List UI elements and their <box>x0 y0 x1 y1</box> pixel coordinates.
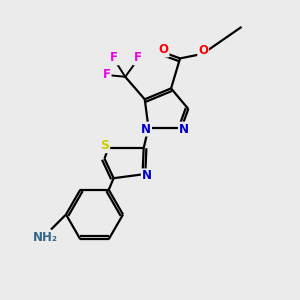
Text: N: N <box>142 169 152 182</box>
Text: N: N <box>179 122 189 136</box>
Text: F: F <box>103 68 111 81</box>
Text: N: N <box>141 122 151 136</box>
Text: O: O <box>159 44 169 56</box>
Text: NH₂: NH₂ <box>33 231 58 244</box>
Text: F: F <box>110 51 118 64</box>
Text: F: F <box>134 51 142 64</box>
Text: S: S <box>100 139 109 152</box>
Text: O: O <box>198 44 208 57</box>
